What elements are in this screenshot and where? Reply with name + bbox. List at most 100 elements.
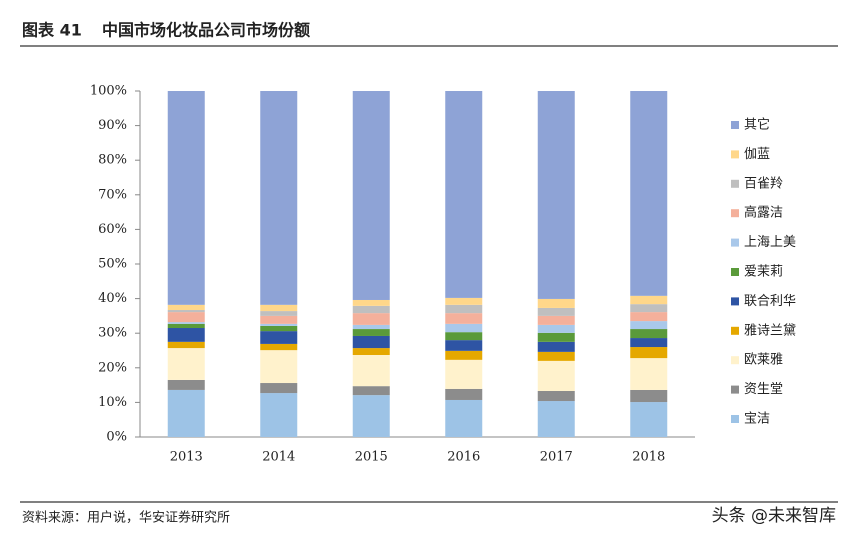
y-tick-label: 60% bbox=[98, 222, 127, 237]
bar-segment bbox=[260, 325, 298, 332]
bar-segment bbox=[630, 295, 668, 305]
bar-segment bbox=[630, 389, 668, 403]
bar-segment bbox=[352, 299, 390, 306]
bar-segment bbox=[445, 388, 483, 400]
bar-segment bbox=[537, 390, 575, 402]
y-tick-label: 100% bbox=[90, 84, 127, 99]
legend-label: 宝洁 bbox=[744, 412, 770, 427]
legend-swatch bbox=[731, 326, 739, 335]
bar-segment bbox=[630, 347, 668, 359]
bar-segment bbox=[537, 307, 575, 316]
chart-title: 中国市场化妆品公司市场份额 bbox=[102, 21, 310, 40]
legend-label: 上海上美 bbox=[744, 235, 796, 250]
bar-segment bbox=[537, 324, 575, 333]
legend-label: 百雀羚 bbox=[744, 176, 783, 191]
y-tick-label: 50% bbox=[98, 257, 127, 272]
bar-segment bbox=[352, 313, 390, 325]
bar-segment bbox=[445, 297, 483, 305]
x-tick-label: 2013 bbox=[170, 450, 203, 465]
bar-segment bbox=[352, 91, 390, 300]
y-tick-label: 30% bbox=[98, 326, 127, 341]
bar-segment bbox=[445, 399, 483, 437]
bar-segment bbox=[630, 402, 668, 437]
bar-segment bbox=[630, 338, 668, 348]
legend-label: 爱茉莉 bbox=[744, 265, 783, 280]
x-tick-label: 2015 bbox=[355, 450, 388, 465]
bar-segment bbox=[260, 350, 298, 384]
legend-swatch bbox=[731, 209, 739, 218]
legend-swatch bbox=[731, 121, 739, 129]
legend-swatch bbox=[731, 179, 739, 188]
y-tick-label: 10% bbox=[98, 395, 127, 410]
bar-segment bbox=[167, 328, 205, 342]
bar-segment bbox=[352, 348, 390, 355]
bar-segment bbox=[630, 329, 668, 339]
bar-segment bbox=[167, 341, 205, 349]
bar-segment bbox=[630, 91, 668, 296]
y-tick-label: 0% bbox=[106, 430, 127, 445]
bar-segment bbox=[445, 323, 483, 333]
legend-label: 联合利华 bbox=[744, 294, 796, 309]
bar-segment bbox=[352, 354, 390, 387]
bar-segment bbox=[352, 395, 390, 437]
x-tick-label: 2016 bbox=[447, 450, 480, 465]
legend-label: 伽蓝 bbox=[744, 147, 770, 162]
y-tick-label: 80% bbox=[98, 153, 127, 168]
x-tick-label: 2014 bbox=[262, 450, 295, 465]
legend-swatch bbox=[731, 150, 739, 159]
bar-segment bbox=[630, 321, 668, 330]
source: 资料来源：用户说，华安证券研究所 bbox=[22, 510, 230, 526]
bar-segment bbox=[445, 313, 483, 324]
bar-segment bbox=[537, 341, 575, 352]
bar-segment bbox=[445, 91, 483, 298]
legend-label: 其它 bbox=[744, 117, 770, 133]
bar-segment bbox=[260, 315, 298, 324]
y-tick-label: 90% bbox=[98, 118, 127, 133]
bar-segment bbox=[445, 359, 483, 389]
bar-segment bbox=[630, 304, 668, 313]
legend-label: 欧莱雅 bbox=[744, 353, 783, 368]
bar-segment bbox=[352, 305, 390, 314]
bar-segment bbox=[537, 360, 575, 391]
bar-segment bbox=[167, 322, 205, 324]
bar-segment bbox=[352, 335, 390, 349]
bar-segment bbox=[537, 315, 575, 325]
bar-segment bbox=[167, 348, 205, 380]
bar-segment bbox=[260, 304, 298, 312]
bar-segment bbox=[167, 310, 205, 313]
bar-segment bbox=[167, 304, 205, 311]
legend-swatch bbox=[731, 415, 739, 423]
legend-swatch bbox=[731, 356, 739, 365]
bar-segment bbox=[537, 332, 575, 342]
bar-segment bbox=[445, 304, 483, 314]
bar-segment bbox=[630, 312, 668, 322]
bar-segment bbox=[167, 323, 205, 329]
legend-label: 高露洁 bbox=[744, 205, 783, 221]
bar-segment bbox=[537, 351, 575, 361]
bar-segment bbox=[537, 401, 575, 437]
bar-segment bbox=[167, 91, 205, 305]
bar-segment bbox=[167, 379, 205, 390]
bar-segment bbox=[260, 343, 298, 351]
bar-segment bbox=[352, 324, 390, 330]
bar-segment bbox=[352, 329, 390, 336]
legend-swatch bbox=[731, 268, 739, 276]
bar-segment bbox=[260, 91, 298, 305]
bar-segment bbox=[445, 332, 483, 341]
bar-segment bbox=[445, 350, 483, 360]
legend-swatch bbox=[731, 385, 739, 394]
y-tick-label: 20% bbox=[98, 360, 127, 375]
bar-segment bbox=[260, 383, 298, 394]
bar-segment bbox=[167, 312, 205, 323]
y-tick-label: 70% bbox=[98, 187, 127, 202]
watermark: 头条 @未来智库 bbox=[712, 506, 836, 526]
bar-segment bbox=[537, 298, 575, 308]
legend-swatch bbox=[731, 238, 739, 247]
y-tick-label: 40% bbox=[98, 291, 127, 306]
bar-segment bbox=[630, 358, 668, 390]
bar-segment bbox=[260, 323, 298, 326]
x-tick-label: 2017 bbox=[540, 450, 573, 465]
bar-segment bbox=[260, 393, 298, 437]
bar-segment bbox=[445, 340, 483, 351]
